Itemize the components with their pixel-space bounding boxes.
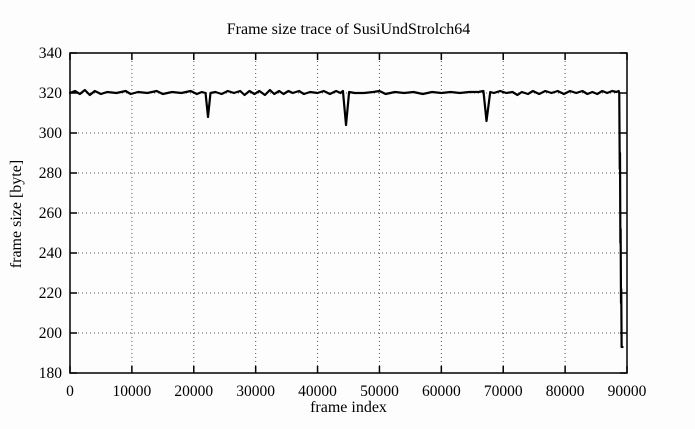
x-tick-label: 50000 [360,383,399,400]
x-tick-label: 20000 [174,383,213,400]
chart-title: Frame size trace of SusiUndStrolch64 [226,21,471,38]
y-tick-label: 240 [39,245,63,262]
y-tick-label: 320 [39,85,63,102]
x-tick-label: 30000 [236,383,275,400]
y-tick-label: 300 [39,125,63,142]
y-tick-label: 280 [39,165,63,182]
y-tick-label: 340 [39,45,63,62]
y-tick-label: 180 [39,365,63,382]
x-tick-label: 60000 [422,383,461,400]
x-tick-label: 80000 [546,383,585,400]
y-tick-label: 220 [39,285,63,302]
x-tick-label: 0 [66,383,74,400]
y-tick-label: 260 [39,205,63,222]
x-axis-title: frame index [310,399,387,416]
x-tick-label: 40000 [298,383,337,400]
y-tick-label: 200 [39,325,63,342]
y-axis-title: frame size [byte] [8,159,25,269]
x-tick-label: 90000 [608,383,647,400]
x-tick-label: 70000 [484,383,523,400]
x-tick-label: 10000 [113,383,152,400]
data-line [68,88,624,349]
